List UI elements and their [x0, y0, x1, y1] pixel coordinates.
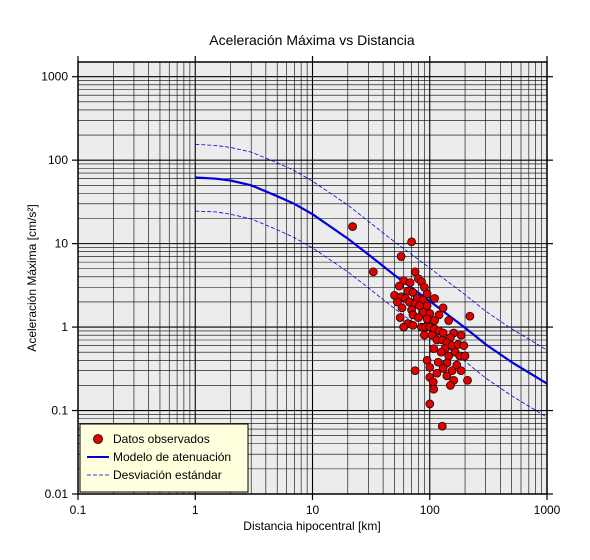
data-point — [456, 366, 466, 376]
y-tick-label: 1 — [61, 320, 68, 334]
y-tick-label: 0.1 — [51, 404, 68, 418]
x-tick-labels: 0.1 1 10 100 1000 — [70, 503, 561, 517]
data-point — [459, 341, 469, 350]
data-point — [420, 330, 429, 340]
data-point — [446, 381, 455, 390]
legend: Datos observados Modelo de atenuación De… — [79, 423, 249, 493]
y-axis-label: Aceleración Máxima [cm/s²] — [25, 204, 39, 351]
data-point — [422, 289, 432, 299]
x-tick-label: 0.1 — [70, 503, 87, 517]
axis-ticks — [72, 56, 553, 500]
data-point — [425, 362, 435, 372]
data-point — [447, 366, 457, 376]
data-point — [444, 316, 454, 325]
data-point — [465, 311, 475, 321]
data-point — [438, 364, 448, 373]
data-point — [442, 371, 452, 381]
y-tick-labels: 0.01 0.1 1 10 100 1000 — [41, 70, 68, 501]
data-point — [429, 384, 439, 394]
data-point — [430, 316, 439, 325]
scatter-points — [348, 222, 475, 431]
data-point — [394, 281, 404, 291]
legend-label-datos: Datos observados — [113, 432, 210, 446]
data-point — [414, 313, 423, 322]
legend-scatter-marker — [93, 434, 103, 444]
x-tick-label: 100 — [420, 503, 440, 517]
data-point — [444, 351, 454, 361]
series-lines — [195, 143, 548, 418]
x-tick-label: 1 — [192, 503, 199, 517]
data-point — [430, 294, 439, 303]
x-tick-label: 10 — [306, 503, 320, 517]
x-tick-label: 1000 — [534, 503, 561, 517]
data-point — [408, 288, 418, 297]
data-point — [463, 375, 472, 385]
data-point — [405, 278, 415, 288]
x-axis-label: Distancia hipocentral [km] — [243, 519, 380, 533]
legend-label-desviacion: Desviación estándar — [113, 468, 222, 482]
data-point — [425, 399, 435, 409]
y-tick-label: 0.01 — [45, 487, 69, 501]
data-point — [393, 297, 402, 307]
data-point — [433, 357, 443, 367]
data-point — [432, 368, 442, 378]
legend-label-modelo: Modelo de atenuación — [113, 450, 231, 464]
data-point — [410, 267, 420, 277]
y-tick-label: 100 — [48, 153, 68, 167]
data-point — [422, 314, 432, 324]
data-point — [429, 344, 439, 354]
data-point — [437, 421, 447, 431]
data-point — [456, 330, 466, 340]
data-point — [436, 347, 446, 357]
chart-title: Aceleración Máxima vs Distancia — [209, 32, 415, 48]
std-dev-upper-line — [195, 143, 548, 351]
data-point — [422, 301, 432, 311]
y-tick-label: 10 — [55, 237, 69, 251]
data-point — [407, 237, 416, 247]
data-point — [399, 322, 409, 332]
data-point — [348, 222, 357, 231]
data-point — [410, 366, 420, 376]
data-point — [368, 267, 378, 277]
data-point — [408, 320, 418, 330]
data-point — [397, 303, 407, 313]
data-point — [428, 377, 438, 387]
data-point — [396, 252, 406, 261]
std-dev-lower-line — [195, 210, 548, 418]
y-tick-label: 1000 — [41, 70, 68, 84]
attenuation-model-line — [195, 176, 548, 385]
grid-lines — [78, 62, 547, 494]
data-point — [460, 351, 470, 361]
data-point — [395, 313, 405, 322]
data-point — [438, 303, 448, 313]
